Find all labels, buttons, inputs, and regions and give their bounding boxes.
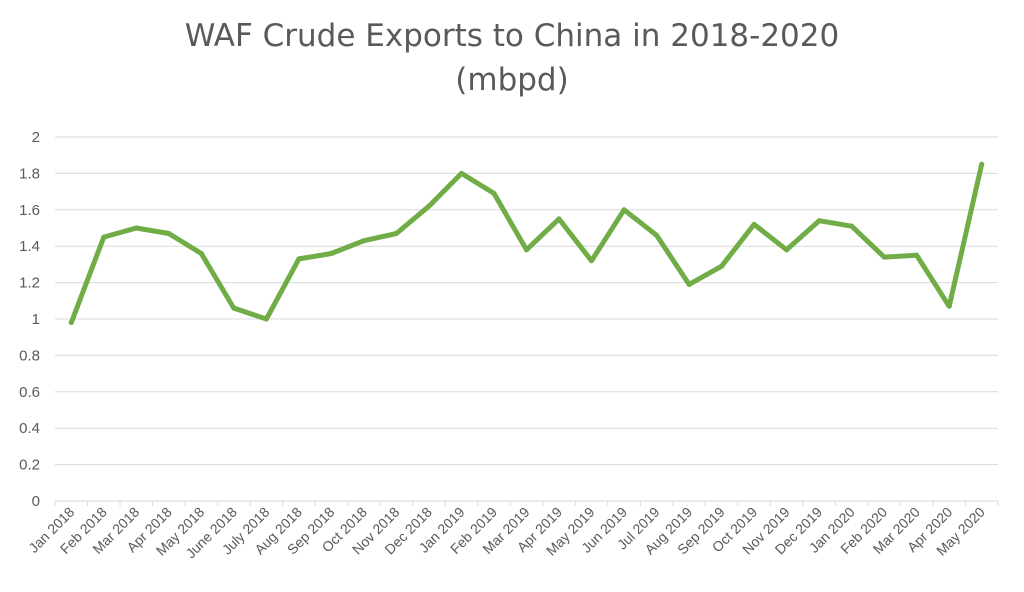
- data-point: [751, 221, 757, 227]
- data-point: [914, 252, 920, 258]
- data-point: [524, 247, 529, 253]
- data-point: [491, 190, 497, 196]
- series-line-group: [68, 161, 985, 326]
- data-point: [166, 230, 172, 236]
- data-point: [849, 223, 855, 229]
- data-point: [198, 250, 204, 256]
- chart-title-unit: (mbpd): [455, 62, 569, 98]
- data-point: [68, 320, 74, 326]
- y-tick-label: 0.2: [19, 457, 40, 474]
- y-tick-label: 0.6: [19, 384, 40, 401]
- data-point: [816, 218, 822, 224]
- data-point: [458, 170, 464, 176]
- data-point: [621, 207, 627, 213]
- y-axis: 0 0.2 0.4 0.6 0.8 1 1.2 1.4 1.6 1.8 2: [19, 129, 40, 510]
- y-tick-label: 1.4: [19, 238, 40, 255]
- data-point: [426, 203, 432, 209]
- data-point: [133, 225, 139, 231]
- data-point: [881, 254, 887, 260]
- y-tick-label: 2: [32, 129, 40, 146]
- data-point: [654, 232, 660, 238]
- data-point: [101, 234, 107, 240]
- data-point: [296, 256, 302, 262]
- data-point: [589, 258, 595, 264]
- data-point: [719, 263, 725, 269]
- y-tick-label: 1: [32, 311, 40, 328]
- data-point: [946, 303, 952, 309]
- chart-title: WAF Crude Exports to China in 2018-2020 …: [0, 14, 1024, 102]
- chart-title-main: WAF Crude Exports to China in 2018-2020: [184, 18, 840, 54]
- y-tick-label: 0: [32, 493, 40, 510]
- y-tick-label: 1.2: [19, 275, 40, 292]
- data-point: [556, 216, 562, 222]
- data-point: [979, 161, 985, 167]
- data-point: [361, 238, 367, 244]
- data-point: [393, 230, 399, 236]
- series-line: [68, 161, 985, 326]
- data-point: [784, 247, 790, 253]
- data-point: [263, 316, 269, 322]
- y-tick-label: 0.4: [19, 420, 40, 437]
- y-tick-label: 1.6: [19, 202, 40, 219]
- data-point: [686, 281, 692, 287]
- gridlines: [55, 136, 998, 502]
- y-tick-label: 1.8: [19, 165, 40, 182]
- data-point: [231, 305, 237, 311]
- data-point: [328, 250, 334, 256]
- y-tick-label: 0.8: [19, 347, 40, 364]
